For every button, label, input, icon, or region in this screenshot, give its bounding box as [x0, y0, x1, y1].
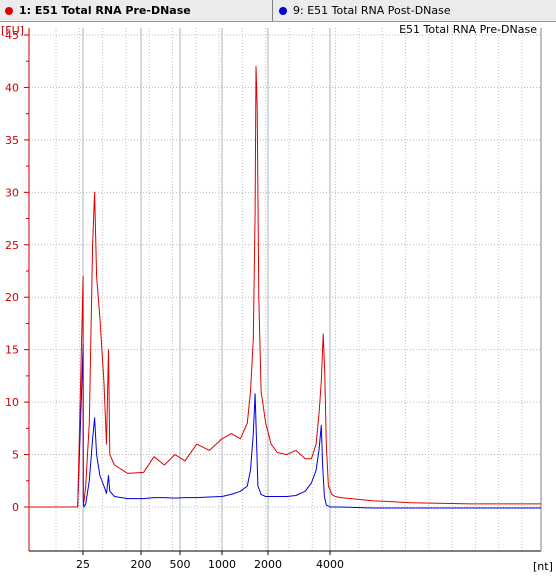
tab-sample-9-label: 9: E51 Total RNA Post-DNase — [293, 4, 451, 17]
axes — [28, 28, 542, 552]
sample-tab-bar: 1: E51 Total RNA Pre-DNase 9: E51 Total … — [0, 0, 556, 22]
chart-background — [0, 22, 556, 586]
y-tick-label-5: 5 — [12, 449, 19, 462]
y-tick-label-15: 15 — [5, 344, 19, 357]
x-tick-labels: 25 200 500 1000 2000 4000 — [76, 558, 344, 571]
y-tick-labels: 0 5 10 15 20 25 30 35 40 45 — [5, 29, 19, 514]
x-tick-label-200: 200 — [131, 558, 152, 571]
tab-sample-9[interactable]: 9: E51 Total RNA Post-DNase — [274, 0, 556, 21]
tab-sample-1-label: 1: E51 Total RNA Pre-DNase — [19, 4, 191, 17]
y-tick-label-10: 10 — [5, 396, 19, 409]
series-lines — [30, 66, 541, 509]
tick-marks — [24, 34, 331, 555]
chart-title: E51 Total RNA Pre-DNase — [399, 23, 537, 36]
y-tick-label-25: 25 — [5, 239, 19, 252]
series-line-post-dnase — [30, 343, 541, 509]
x-tick-label-500: 500 — [170, 558, 191, 571]
tab-sample-1[interactable]: 1: E51 Total RNA Pre-DNase — [0, 0, 273, 21]
x-tick-label-25: 25 — [76, 558, 90, 571]
y-tick-label-0: 0 — [12, 501, 19, 514]
blue-dot-icon — [279, 6, 287, 15]
x-tick-label-2000: 2000 — [254, 558, 282, 571]
y-tick-label-30: 30 — [5, 186, 19, 199]
y-tick-label-35: 35 — [5, 134, 19, 147]
grid-lines — [29, 28, 541, 551]
x-axis-label: [nt] — [533, 560, 553, 573]
y-tick-label-20: 20 — [5, 291, 19, 304]
red-dot-icon — [5, 6, 13, 15]
y-axis-label: [FU] — [1, 24, 24, 37]
x-tick-label-1000: 1000 — [208, 558, 236, 571]
y-tick-label-40: 40 — [5, 81, 19, 94]
y-tick-label-45: 45 — [5, 29, 19, 42]
x-tick-label-4000: 4000 — [316, 558, 344, 571]
series-line-pre-dnase — [30, 66, 541, 508]
